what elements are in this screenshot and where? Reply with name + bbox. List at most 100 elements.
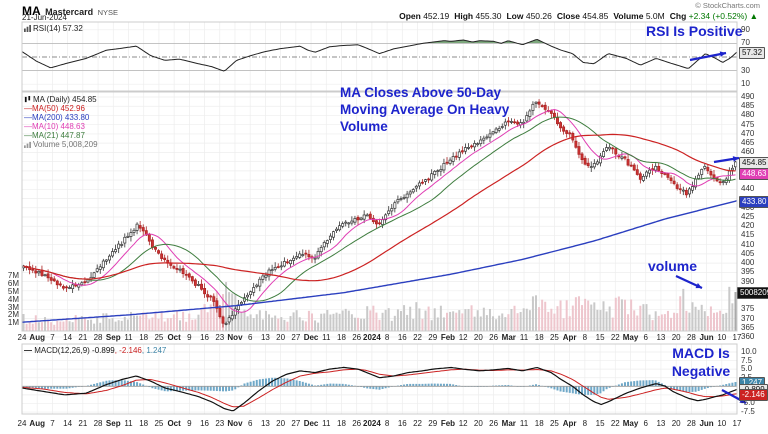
ma-legend-row-MA(21): —MA(21) 447.87 <box>24 131 85 140</box>
date-label-1-7: 7 <box>50 419 55 428</box>
date-label-1-Nov: Nov <box>227 419 243 428</box>
rsi-tick-30: 30 <box>741 65 750 75</box>
date-label-1-16: 16 <box>397 419 407 428</box>
quote-value-chg: +2.34 (+0.52%) ▲ <box>686 11 758 21</box>
date-label-1-29: 29 <box>428 419 438 428</box>
price-tick-490: 490 <box>741 92 755 101</box>
price-tick-370: 370 <box>741 313 755 323</box>
date-label-0-8: 8 <box>384 333 390 342</box>
date-label-0-15: 15 <box>595 333 605 342</box>
date-label-0-11: 11 <box>519 333 529 342</box>
date-label-0-28: 28 <box>93 333 103 342</box>
date-label-0-Sep: Sep <box>105 333 121 342</box>
macd-tick-10.0: 10.0 <box>741 346 757 356</box>
date-label-0-Dec: Dec <box>303 333 319 342</box>
date-label-0-6: 6 <box>247 333 253 342</box>
price-tick-480: 480 <box>741 110 755 120</box>
date-label-0-7: 7 <box>50 333 55 342</box>
quote-value-high: 455.30 <box>473 11 502 21</box>
price-arrow-head <box>732 156 739 162</box>
price-value-box-2: 433.80 <box>739 195 768 208</box>
ma10-line <box>23 108 736 313</box>
date-label-1-13: 13 <box>656 419 666 428</box>
date-label-1-11: 11 <box>124 419 133 428</box>
quote-label-high: High <box>454 11 474 21</box>
date-label-1-8: 8 <box>384 419 390 428</box>
volume-tick-3M: 3M <box>7 302 19 312</box>
date-label-0-20: 20 <box>473 333 483 342</box>
macd-legend-value-2: , 1.247 <box>141 346 167 355</box>
date-label-1-18: 18 <box>534 419 544 428</box>
date-label-1-16: 16 <box>200 419 209 428</box>
volume-legend-value: 5,008,209 <box>61 140 98 149</box>
date-label-1-22: 22 <box>610 419 620 428</box>
price-tick-375: 375 <box>741 304 755 314</box>
date-label-0-9: 9 <box>187 333 192 342</box>
date-label-1-10: 10 <box>717 419 727 428</box>
price-tick-390: 390 <box>741 276 755 286</box>
date-label-1-15: 15 <box>595 419 605 428</box>
date-label-1-28: 28 <box>686 419 696 428</box>
date-label-1-27: 27 <box>291 419 301 428</box>
date-label-1-Mar: Mar <box>501 419 516 428</box>
date-label-0-25: 25 <box>549 333 559 342</box>
quote-label-low: Low <box>506 11 524 21</box>
rsi-overbought-fill <box>22 39 737 44</box>
price-tick-410: 410 <box>741 239 755 249</box>
date-label-1-Apr: Apr <box>562 419 577 428</box>
date-label-1-9: 9 <box>187 419 192 428</box>
date-label-0-Oct: Oct <box>167 333 181 342</box>
macd-signal-line <box>21 368 738 408</box>
price-annotation-line3: Volume <box>340 119 388 134</box>
date-label-1-20: 20 <box>276 419 286 428</box>
quote-label-volume: Volume <box>613 11 644 21</box>
quote-value-low: 450.26 <box>523 11 552 21</box>
date-label-0-Jun: Jun <box>699 333 714 342</box>
rsi-legend-label: RSI(14) <box>33 24 61 33</box>
price-tick-425: 425 <box>741 211 755 221</box>
volume-legend: Volume 5,008,209 <box>24 140 98 149</box>
date-label-0-10: 10 <box>717 333 727 342</box>
ma50-line <box>23 133 736 282</box>
date-label-0-26: 26 <box>352 333 362 342</box>
stockcharts-credit: © StockCharts.com <box>695 1 760 10</box>
price-tick-485: 485 <box>741 101 755 111</box>
volume-tick-2M: 2M <box>7 310 19 320</box>
date-label-1-28: 28 <box>93 419 103 428</box>
date-label-1-22: 22 <box>413 419 422 428</box>
date-label-0-21: 21 <box>78 333 88 342</box>
date-label-1-6: 6 <box>247 419 253 428</box>
rsi-arrow <box>689 51 727 62</box>
candlestick-icon <box>24 96 31 103</box>
date-label-1-21: 21 <box>78 419 88 428</box>
company-name: Mastercard <box>45 7 94 17</box>
volume-tick-4M: 4M <box>7 294 19 304</box>
date-label-0-25: 25 <box>154 333 164 342</box>
date-label-0-13: 13 <box>656 333 666 342</box>
date-label-0-Mar: Mar <box>501 333 516 342</box>
date-label-0-14: 14 <box>63 333 73 342</box>
price-value-box-0: 454.85 <box>739 156 768 169</box>
macd-annotation-line2: Negative <box>671 363 731 379</box>
date-label-1-26: 26 <box>489 419 499 428</box>
price-tick-460: 460 <box>741 147 755 157</box>
date-label-0-18: 18 <box>337 333 346 342</box>
date-label-0-12: 12 <box>458 333 468 342</box>
ma-legend-row-MA(50): —MA(50) 452.96 <box>24 104 85 113</box>
date-label-1-Jun: Jun <box>699 419 714 428</box>
date-label-0-16: 16 <box>397 333 407 342</box>
volume-legend-label: Volume <box>33 140 60 149</box>
date-label-1-18: 18 <box>337 419 346 428</box>
date-label-1-20: 20 <box>671 419 681 428</box>
rsi-value-box: 57.32 <box>739 47 766 60</box>
price-legend-value: 454.85 <box>72 95 97 104</box>
ma-legend-row-MA(10): —MA(10) 448.63 <box>24 122 85 131</box>
exchange-label: NYSE <box>97 8 119 17</box>
volume-value-box: 5008209 <box>737 287 768 299</box>
quote-value-close: 454.85 <box>580 11 609 21</box>
date-label-0-6: 6 <box>643 333 648 342</box>
volume-tick-1M: 1M <box>7 318 19 328</box>
price-tick-400: 400 <box>741 258 755 268</box>
date-label-0-20: 20 <box>671 333 681 342</box>
volume-tick-7M: 7M <box>7 271 19 281</box>
